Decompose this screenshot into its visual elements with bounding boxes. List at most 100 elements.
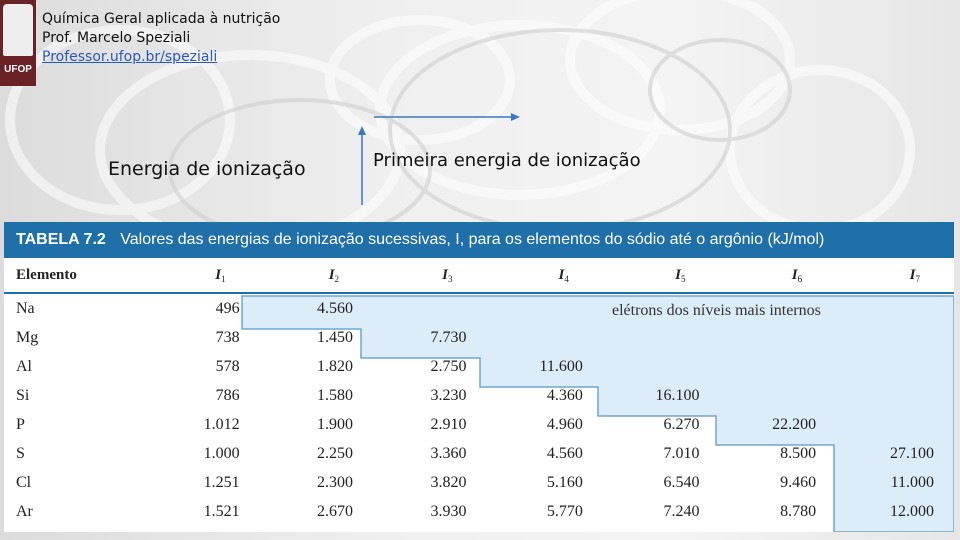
ionization-energy-cell	[836, 352, 954, 381]
ionization-energy-cell: 8.780	[780, 502, 817, 520]
ionization-energy-cell: 11.600	[539, 357, 583, 375]
ionization-energy-cell: 6.540	[663, 473, 700, 491]
ionization-energy-cell: 4.960	[546, 415, 583, 433]
arrow-up-icon	[358, 126, 366, 135]
column-header-subscript: 1	[221, 273, 226, 284]
ionization-energy-cell: 3.930	[430, 502, 467, 520]
table-row: Al 578 1.820 2.750 11.600	[4, 352, 954, 381]
logo-text: UFOP	[4, 64, 32, 75]
ionization-energy-cell	[836, 410, 954, 439]
column-header-element: Elemento	[4, 258, 146, 294]
ionization-energy-cell: 1.521	[203, 502, 240, 520]
table-header-row: Elemento I1 I2 I3 I4 I5 I6 I7	[4, 258, 954, 294]
element-symbol-cell: P	[16, 415, 25, 433]
column-header-subscript: 3	[447, 273, 453, 284]
column-header-subscript: 5	[680, 273, 686, 284]
table-caption-text: Valores das energias de ionização sucess…	[120, 231, 825, 248]
ionization-energy-cell	[486, 323, 602, 352]
column-header-i6: I6	[719, 258, 837, 294]
university-crest-icon	[3, 4, 33, 56]
column-header-subscript: 6	[797, 273, 803, 284]
column-header-subscript: 7	[915, 273, 921, 284]
ionization-table-panel: TABELA 7.2 Valores das energias de ioniz…	[4, 222, 954, 532]
element-symbol-cell: Mg	[16, 328, 39, 346]
ionization-energy-cell: 496	[215, 299, 240, 317]
ionization-energy-cell: 27.100	[890, 444, 934, 462]
ionization-energy-cell: 11.000	[890, 473, 934, 491]
column-header-i7: I7	[836, 258, 954, 294]
slide-header: Química Geral aplicada à nutrição Prof. …	[42, 10, 280, 67]
table-body: Na 496 4.560 Mg 738 1.450 7.730 Al 578 1.820 2.750…	[4, 293, 954, 526]
table-row: P 1.012 1.900 2.910 4.960 6.270 22.200	[4, 410, 954, 439]
ionization-energy-cell: 4.360	[546, 386, 583, 404]
ionization-energy-cell: 2.250	[317, 444, 354, 462]
column-header-label: I	[909, 266, 916, 283]
inner-electrons-area	[241, 295, 954, 532]
table-row: S 1.000 2.250 3.360 4.560 7.010 8.500 27.100	[4, 439, 954, 468]
ufop-logo: UFOP	[0, 0, 36, 86]
column-header-label: I	[791, 266, 798, 283]
table-row: Ar 1.521 2.670 3.930 5.770 7.240 8.780 12.000	[4, 497, 954, 526]
column-header-label: I	[442, 266, 448, 283]
ionization-energy-cell: 1.012	[203, 415, 240, 433]
ionization-energy-cell: 3.360	[430, 444, 467, 462]
ionization-energy-cell: 786	[215, 386, 240, 404]
ionization-energy-cell: 7.240	[663, 502, 700, 520]
column-header-i4: I4	[486, 258, 603, 294]
arrow-right-icon	[511, 113, 520, 121]
ionization-energy-cell: 1.000	[203, 444, 240, 462]
ionization-energy-cell	[486, 293, 602, 323]
ionization-energy-cell: 9.460	[780, 473, 817, 491]
ionization-energy-cell: 1.580	[317, 386, 354, 404]
inner-electrons-region	[241, 295, 954, 532]
ionization-energy-cell: 2.750	[430, 357, 467, 375]
professor-link[interactable]: Professor.ufop.br/speziali	[42, 49, 218, 65]
table-row: Mg 738 1.450 7.730	[4, 323, 954, 352]
ionization-energy-cell: 12.000	[890, 502, 934, 520]
ionization-energy-cell	[836, 323, 954, 352]
ionization-energy-cell	[836, 293, 954, 323]
table-row: Si 786 1.580 3.230 4.360 16.100	[4, 381, 954, 410]
ionization-energy-cell: 738	[215, 328, 240, 346]
ionization-energy-cell: 3.230	[430, 386, 467, 404]
ionization-energy-cell: 7.730	[430, 328, 467, 346]
ionization-energy-cell: 7.010	[663, 444, 700, 462]
column-header-subscript: 2	[334, 273, 340, 284]
ionization-energy-cell	[373, 293, 486, 323]
element-symbol-cell: Cl	[16, 473, 32, 491]
ionization-energy-cell: 5.160	[546, 473, 583, 491]
table-caption-label: TABELA 7.2	[16, 231, 106, 248]
ionization-energy-cell: 5.770	[546, 502, 583, 520]
ionization-energy-cell	[603, 323, 720, 352]
course-title: Química Geral aplicada à nutrição	[42, 11, 281, 27]
ionization-table: Elemento I1 I2 I3 I4 I5 I6 I7 Na 496 4.560 Mg 738 1.…	[4, 258, 954, 526]
ionization-energy-cell: 1.900	[317, 415, 354, 433]
column-header-label: I	[558, 266, 565, 283]
ionization-energy-cell: 1.251	[203, 473, 240, 491]
ionization-energy-cell: 4.560	[546, 444, 583, 462]
element-symbol-cell: Ar	[16, 502, 33, 520]
table-row: Cl 1.251 2.300 3.820 5.160 6.540 9.460 11.000	[4, 468, 954, 497]
ionization-energy-cell: 2.300	[317, 473, 354, 491]
ionization-energy-cell	[603, 352, 720, 381]
ionization-energy-cell: 578	[215, 357, 240, 375]
table-row: Na 496 4.560	[4, 293, 954, 323]
professor-name: Prof. Marcelo Speziali	[42, 30, 191, 46]
ionization-energy-cell	[719, 352, 836, 381]
column-header-i3: I3	[373, 258, 487, 294]
ionization-energy-cell	[719, 323, 836, 352]
ionization-energy-cell	[836, 381, 954, 410]
ionization-energy-cell: 2.910	[430, 415, 467, 433]
column-header-label: I	[328, 266, 335, 283]
column-header-i5: I5	[602, 258, 720, 294]
ionization-energy-cell: 16.100	[655, 386, 700, 404]
element-symbol-cell: S	[16, 444, 25, 462]
ionization-energy-cell: 4.560	[317, 299, 354, 317]
table-caption: TABELA 7.2 Valores das energias de ioniz…	[4, 222, 954, 258]
ionization-energy-cell: 22.200	[772, 415, 817, 433]
column-header-label: I	[675, 266, 681, 283]
column-header-label: I	[215, 266, 222, 283]
slide-title-right: Primeira energia de ionização	[373, 150, 641, 171]
